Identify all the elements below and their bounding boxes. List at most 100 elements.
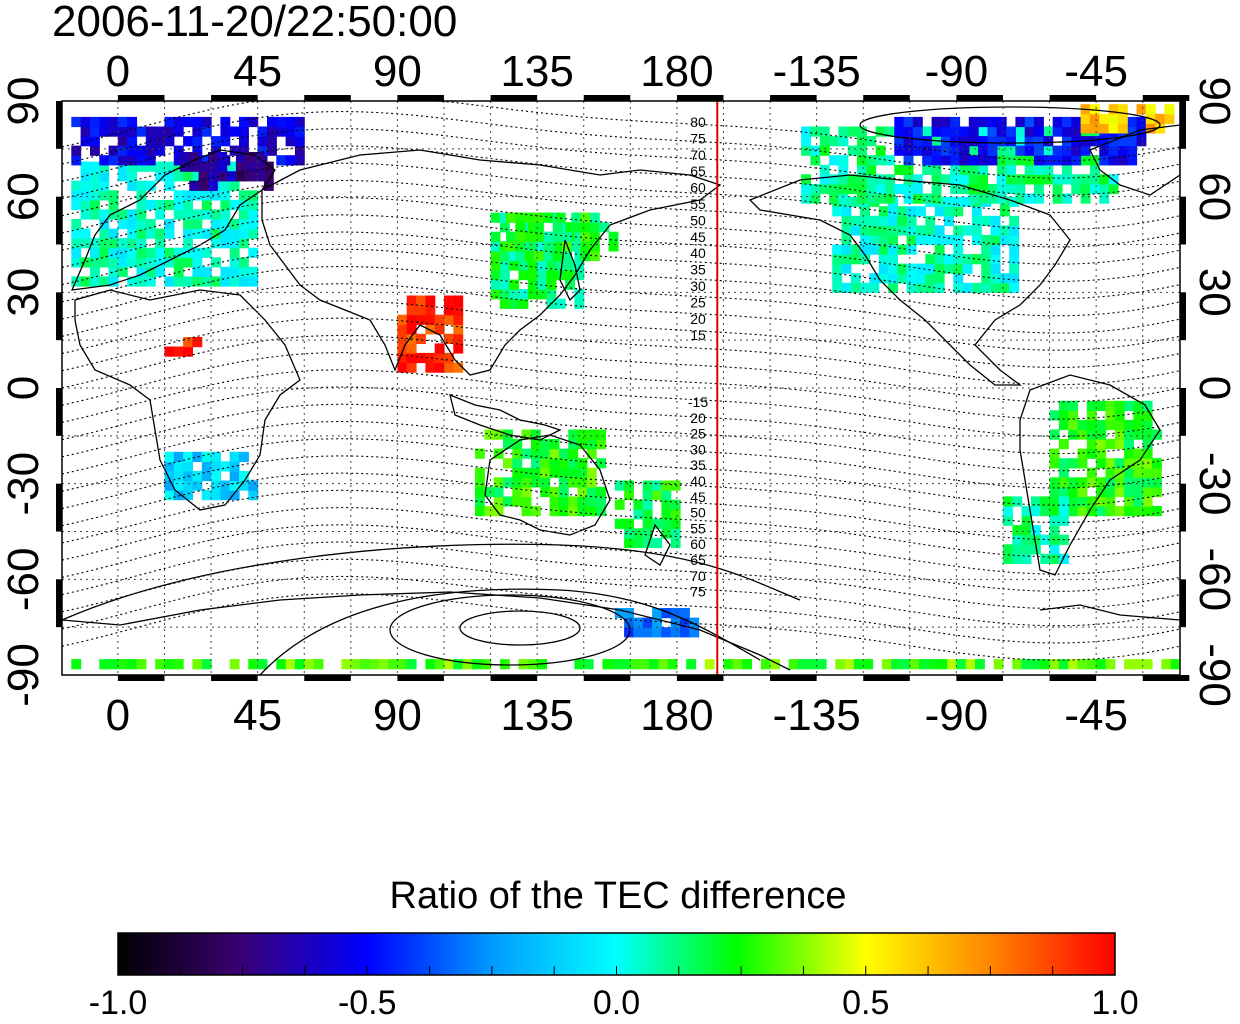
data-cell bbox=[1034, 183, 1044, 195]
data-cell bbox=[670, 518, 681, 529]
data-cell bbox=[211, 451, 221, 462]
data-cell bbox=[1105, 506, 1116, 517]
data-cell bbox=[866, 155, 877, 166]
data-cell bbox=[912, 174, 923, 185]
data-cell bbox=[990, 215, 1001, 226]
data-cell bbox=[220, 126, 231, 137]
data-cell bbox=[1080, 123, 1091, 134]
data-cell bbox=[894, 164, 905, 175]
data-cell bbox=[127, 276, 138, 287]
data-cell bbox=[962, 254, 973, 265]
magnetic-contour bbox=[62, 300, 1180, 368]
data-cell bbox=[869, 273, 880, 284]
data-cell bbox=[1068, 477, 1079, 488]
x-tick-label-bottom: 90 bbox=[373, 691, 422, 740]
x-axis-bottom-labels: 0 45 90 135 180 -135 -90 -45 bbox=[106, 691, 1128, 740]
x-tick-label-top: 0 bbox=[106, 47, 130, 96]
data-cell bbox=[229, 480, 240, 491]
data-cell bbox=[276, 126, 287, 137]
data-cell bbox=[574, 298, 585, 309]
data-cell bbox=[906, 282, 917, 293]
data-cell bbox=[860, 254, 870, 265]
data-cell bbox=[1133, 477, 1144, 488]
data-cell bbox=[164, 180, 175, 191]
contour-label-south: 35 bbox=[690, 457, 706, 473]
data-cell bbox=[850, 244, 861, 255]
data-cell bbox=[577, 429, 588, 440]
data-cell bbox=[444, 659, 454, 670]
data-cell bbox=[978, 193, 988, 204]
data-cell bbox=[639, 659, 650, 670]
data-cell bbox=[931, 126, 942, 137]
data-cell bbox=[1071, 116, 1082, 128]
data-cell bbox=[1034, 116, 1044, 128]
data-cell bbox=[860, 225, 870, 236]
frame-bar-bottom bbox=[397, 675, 444, 681]
data-cell bbox=[630, 659, 641, 670]
data-cell bbox=[173, 145, 184, 156]
data-cell bbox=[1052, 174, 1063, 185]
data-cell bbox=[1114, 429, 1125, 440]
data-cell bbox=[512, 458, 523, 469]
colorbar-tick-label: 0.0 bbox=[593, 984, 640, 1022]
contour-label-south: 65 bbox=[690, 552, 706, 568]
data-cell bbox=[1006, 183, 1016, 195]
data-cell bbox=[909, 659, 920, 670]
data-cell bbox=[1040, 506, 1051, 517]
data-cell bbox=[524, 231, 535, 242]
x-tick-label-top: 45 bbox=[233, 47, 282, 96]
data-cell bbox=[922, 155, 933, 166]
data-cell bbox=[844, 659, 855, 670]
data-cell bbox=[434, 362, 445, 373]
data-cell bbox=[906, 206, 917, 217]
frame-bar-top bbox=[1142, 95, 1190, 101]
data-cell bbox=[220, 490, 231, 501]
data-cell bbox=[819, 126, 830, 137]
y-tick-label-left: -90 bbox=[0, 643, 48, 707]
data-cell bbox=[552, 222, 563, 233]
data-cell bbox=[999, 225, 1010, 236]
data-cell bbox=[1015, 174, 1026, 185]
data-cell bbox=[841, 254, 852, 265]
data-cell bbox=[850, 225, 861, 236]
data-cell bbox=[838, 136, 849, 147]
data-cell bbox=[90, 247, 100, 258]
data-cell bbox=[257, 145, 268, 156]
data-cell bbox=[127, 659, 138, 670]
y-tick-label-right: -30 bbox=[1190, 452, 1239, 516]
data-cell bbox=[894, 145, 905, 156]
data-cell bbox=[608, 241, 619, 252]
data-cell bbox=[245, 161, 256, 172]
data-cell bbox=[99, 219, 110, 230]
frame-bar-left bbox=[56, 101, 62, 149]
data-cell bbox=[239, 145, 249, 156]
data-cell bbox=[1117, 104, 1128, 115]
data-cell bbox=[127, 247, 138, 258]
data-cell bbox=[294, 126, 305, 137]
data-cell bbox=[1015, 126, 1026, 137]
data-cell bbox=[968, 136, 979, 147]
data-cell bbox=[475, 448, 485, 459]
data-cell bbox=[201, 659, 212, 670]
data-cell bbox=[211, 136, 221, 147]
data-cell bbox=[999, 234, 1010, 246]
data-cell bbox=[155, 238, 166, 249]
data-cell bbox=[490, 241, 501, 252]
data-cell bbox=[1012, 496, 1023, 507]
data-cell bbox=[1068, 429, 1079, 440]
data-cell bbox=[810, 126, 821, 137]
data-cell bbox=[652, 537, 662, 549]
data-cell bbox=[155, 199, 166, 211]
data-cell bbox=[652, 627, 662, 638]
data-cell bbox=[866, 174, 877, 185]
data-cell bbox=[857, 145, 867, 156]
data-cell bbox=[1089, 123, 1100, 134]
colorbar-title: Ratio of the TEC difference bbox=[390, 875, 847, 917]
data-cell bbox=[925, 234, 936, 246]
data-cell bbox=[670, 627, 681, 638]
data-cell bbox=[211, 470, 221, 482]
data-cell bbox=[71, 219, 82, 230]
data-cell bbox=[860, 206, 870, 217]
data-cell bbox=[248, 266, 259, 277]
data-cell bbox=[543, 212, 554, 223]
